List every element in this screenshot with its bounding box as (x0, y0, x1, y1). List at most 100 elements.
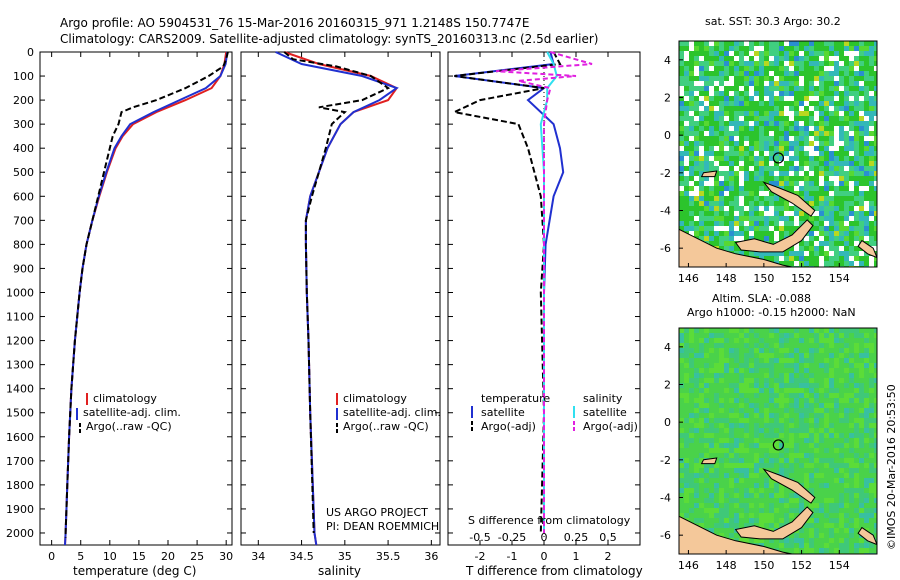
map-cell (734, 146, 739, 151)
map-cell (694, 161, 699, 166)
map-cell (799, 81, 804, 86)
map-cell (819, 423, 824, 428)
map-cell (819, 503, 824, 508)
map-cell (764, 136, 769, 141)
map-cell (794, 418, 799, 423)
map-cell (869, 343, 874, 348)
map-cell (809, 101, 814, 106)
map-cell (829, 251, 834, 256)
map-cell (809, 428, 814, 433)
map-cell (854, 111, 859, 116)
map-cell (784, 393, 789, 398)
map-cell (724, 166, 729, 171)
map-cell (829, 533, 834, 538)
map-cell (724, 226, 729, 231)
map-cell (869, 338, 874, 343)
map-cell (694, 378, 699, 383)
map-cell (694, 463, 699, 468)
map-cell (799, 543, 804, 548)
map-cell (784, 488, 789, 493)
map-cell (759, 378, 764, 383)
map-cell (684, 468, 689, 473)
map-cell (849, 191, 854, 196)
map-cell (874, 76, 877, 81)
map-cell (774, 146, 779, 151)
map-cell (819, 236, 824, 241)
map-cell (719, 338, 724, 343)
map-cell (764, 383, 769, 388)
map-cell (824, 483, 829, 488)
salinity-panel: 34 34.5 35 35.5 36 (240, 51, 441, 563)
map-cell (724, 408, 729, 413)
y-tick-label: 1400 (6, 383, 34, 396)
x-tick-label: 1 (573, 550, 580, 563)
map-cell (679, 76, 684, 81)
map-cell (864, 378, 869, 383)
map-cell (694, 443, 699, 448)
map-cell (839, 348, 844, 353)
map-cell (789, 151, 794, 156)
x-tick-label: 20 (161, 550, 175, 563)
map-cell (834, 161, 839, 166)
map-cell (864, 116, 869, 121)
map-cell (694, 46, 699, 51)
map-cell (724, 393, 729, 398)
map-cell (689, 403, 694, 408)
map-cell (704, 196, 709, 201)
map-cell (844, 251, 849, 256)
map-cell (784, 151, 789, 156)
map-cell (869, 176, 874, 181)
map-cell (684, 473, 689, 478)
map-cell (824, 146, 829, 151)
map-cell (809, 81, 814, 86)
map-cell (729, 106, 734, 111)
map-cell (829, 468, 834, 473)
map-cell (769, 523, 774, 528)
map-cell (729, 373, 734, 378)
map-cell (804, 151, 809, 156)
map-cell (704, 483, 709, 488)
map-cell (789, 338, 794, 343)
map-cell (839, 246, 844, 251)
map-cell (844, 398, 849, 403)
map-cell (759, 111, 764, 116)
map-cell (819, 166, 824, 171)
map-cell (764, 256, 769, 261)
map-cell (694, 393, 699, 398)
map-cell (804, 216, 809, 221)
map-cell (774, 468, 779, 473)
map-cell (869, 66, 874, 71)
map-cell (854, 423, 859, 428)
map-cell (739, 518, 744, 523)
map-cell (809, 226, 814, 231)
map-cell (814, 408, 819, 413)
map-cell (729, 56, 734, 61)
map-cell (799, 111, 804, 116)
map-cell (729, 443, 734, 448)
map-cell (774, 423, 779, 428)
map-cell (874, 226, 877, 231)
map-cell (824, 373, 829, 378)
map-cell (769, 378, 774, 383)
map-cell (864, 76, 869, 81)
map-cell (774, 463, 779, 468)
map-cell (699, 473, 704, 478)
map-cell (859, 458, 864, 463)
map-cell (814, 483, 819, 488)
map-cell (839, 261, 844, 266)
map-cell (844, 231, 849, 236)
map-cell (839, 508, 844, 513)
map-cell (709, 76, 714, 81)
map-cell (834, 236, 839, 241)
map-cell (724, 328, 729, 333)
map-cell (799, 433, 804, 438)
map-cell (749, 433, 754, 438)
map-cell (859, 41, 864, 46)
map-cell (799, 533, 804, 538)
map-cell (764, 348, 769, 353)
map-cell (679, 111, 684, 116)
salinity-xlabel: salinity (318, 564, 361, 578)
map-cell (854, 508, 859, 513)
map-cell (719, 393, 724, 398)
map-cell (864, 348, 869, 353)
